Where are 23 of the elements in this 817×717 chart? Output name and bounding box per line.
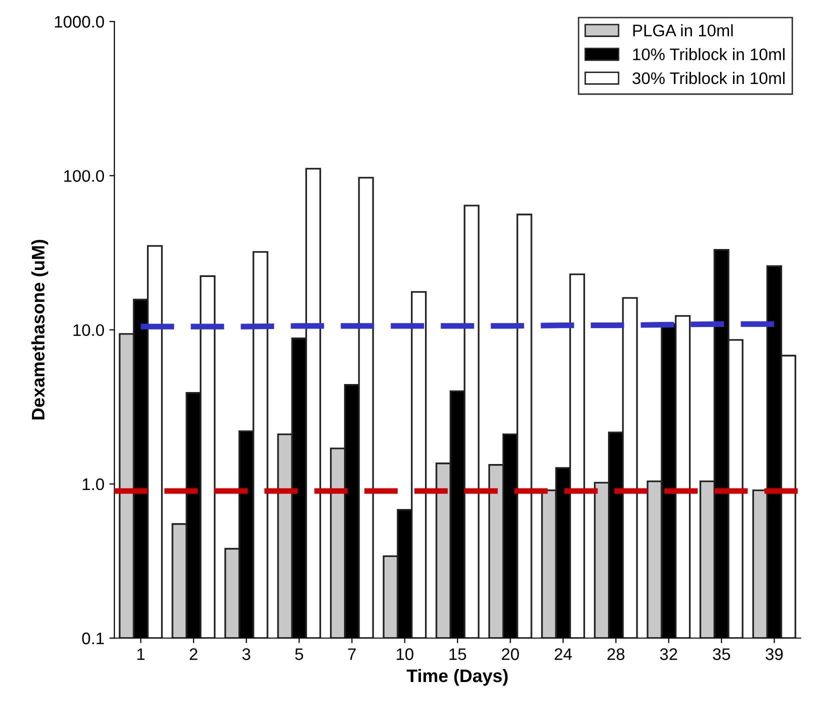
y-tick-label: 0.1 [82, 632, 104, 644]
x-tick-label: 1 [137, 648, 145, 660]
legend-label: PLGA in 10ml [633, 24, 733, 36]
x-tick-label: 28 [607, 648, 624, 660]
x-tick-label: 39 [766, 648, 783, 660]
x-tick-label: 35 [712, 648, 730, 660]
y-axis-title: Dexamethasone (uM) [31, 240, 48, 420]
y-tick-label: 100.0 [64, 170, 104, 182]
x-tick-label: 5 [295, 648, 304, 660]
x-axis-title: Time (Days) [406, 668, 508, 686]
legend-label: 30% Triblock in 10ml [632, 72, 785, 84]
y-tick-label: 10.0 [73, 324, 104, 336]
y-tick-label: 1000.0 [54, 16, 104, 28]
y-tick-label: 1.0 [82, 478, 104, 490]
x-tick-label: 15 [450, 648, 466, 660]
x-tick-label: 32 [660, 648, 678, 660]
x-tick-label: 7 [348, 648, 356, 660]
x-tick-label: 2 [190, 648, 198, 660]
x-tick-label: 20 [502, 648, 519, 660]
x-tick-label: 3 [242, 648, 250, 660]
x-tick-label: 24 [554, 648, 572, 660]
x-tick-label: 10 [396, 648, 414, 660]
legend-label: 10% Triblock in 10ml [633, 48, 785, 60]
